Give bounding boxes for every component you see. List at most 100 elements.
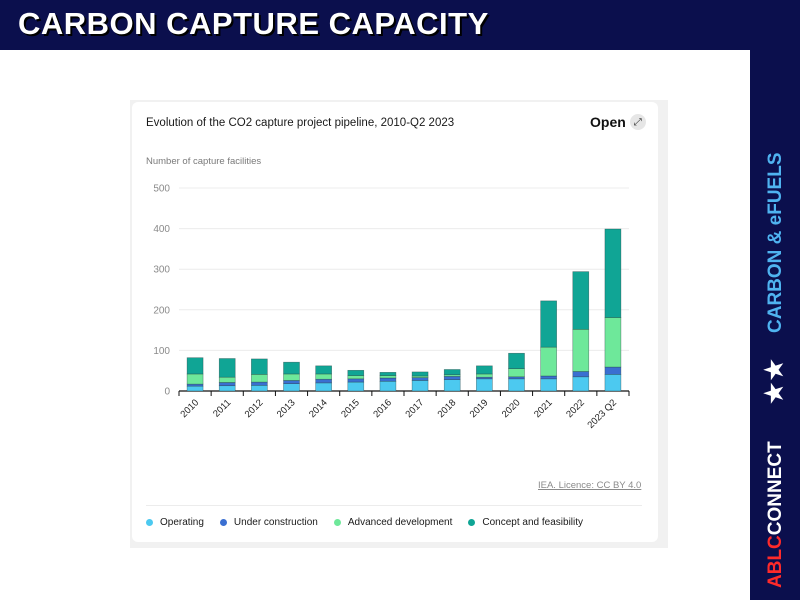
legend-item[interactable]: Concept and feasibility [468, 517, 583, 528]
chart-card: Evolution of the CO2 capture project pip… [132, 102, 658, 542]
legend-label: Concept and feasibility [482, 517, 584, 528]
bar-segment-under-construction [186, 383, 204, 387]
legend-dot-icon [146, 519, 153, 526]
x-tick-label: 2012 [243, 397, 266, 420]
bar-segment-operating [476, 378, 493, 392]
bar-segment-operating [315, 382, 332, 392]
bar-segment-concept-and-feasibility [379, 372, 397, 376]
y-tick-label: 300 [153, 265, 170, 276]
x-tick-label: 2011 [211, 397, 233, 419]
bar-segment-advanced-development [283, 373, 300, 381]
legend-divider [146, 505, 642, 506]
bar-segment-operating [186, 385, 204, 392]
bar-segment-concept-and-feasibility [604, 228, 622, 318]
bar-segment-concept-and-feasibility [283, 361, 300, 375]
legend-item[interactable]: Operating [146, 517, 204, 528]
bar-segment-under-construction [218, 382, 236, 387]
legend-item[interactable]: Advanced development [333, 517, 453, 528]
bar-segment-operating [218, 385, 236, 392]
bar-segment-advanced-development [218, 376, 236, 383]
bar-segment-under-construction [283, 380, 300, 384]
bar-segment-concept-and-feasibility [218, 358, 236, 378]
bar-segment-advanced-development [476, 373, 493, 378]
legend-dot-icon [333, 519, 341, 526]
chart-legend: Operating Under construction Advanced deve… [146, 517, 583, 528]
x-tick-label: 2022 [564, 397, 587, 420]
open-label: Open [590, 114, 626, 130]
y-tick-label: 100 [153, 346, 170, 357]
legend-dot-icon [219, 519, 227, 526]
bar-segment-concept-and-feasibility [186, 357, 204, 375]
bar-segment-operating [572, 376, 590, 392]
bar-segment-advanced-development [251, 374, 268, 383]
bar-segment-under-construction [604, 366, 622, 375]
legend-label: Operating [160, 517, 204, 528]
bar-segment-under-construction [347, 378, 365, 383]
bar-segment-advanced-development [379, 375, 397, 379]
bar-segment-concept-and-feasibility [411, 371, 429, 377]
x-tick-label: 2016 [371, 397, 394, 420]
bar-segment-under-construction [540, 375, 557, 380]
chart-title: Evolution of the CO2 capture project pip… [146, 117, 455, 129]
bar-segment-advanced-development [508, 368, 525, 378]
bar-segment-concept-and-feasibility [540, 300, 557, 348]
bar-segment-advanced-development [315, 373, 332, 380]
bar-segment-advanced-development [572, 328, 590, 372]
bar-segment-concept-and-feasibility [315, 365, 332, 375]
bar-segment-operating [604, 374, 622, 392]
bar-segment-concept-and-feasibility [251, 358, 268, 375]
bar-segment-advanced-development [347, 375, 365, 380]
y-tick-label: 0 [164, 387, 170, 398]
x-tick-label: 2013 [275, 397, 298, 420]
legend-label: Advanced development [347, 517, 453, 528]
legend-label: Under construction [233, 517, 318, 528]
bar-segment-operating [251, 385, 268, 392]
bar-segment-concept-and-feasibility [443, 369, 461, 376]
bar-segment-under-construction [379, 377, 397, 382]
y-axis-label: Number of capture facilities [146, 156, 262, 167]
brand-sidebar [750, 50, 800, 600]
bar-segment-concept-and-feasibility [508, 352, 525, 369]
bar-segment-operating [347, 381, 365, 392]
bar-segment-under-construction [411, 377, 429, 381]
bar-segment-under-construction [572, 371, 590, 378]
stacked-bar-chart: 0 100 200 300 400 500 2010 2011 2012 2013 2014 2015… [153, 184, 630, 431]
section-label: CARBON & eFUELS [765, 152, 786, 333]
x-tick-label: 2018 [436, 397, 459, 420]
bar-segment-concept-and-feasibility [347, 369, 365, 376]
bar-segment-concept-and-feasibility [572, 271, 590, 330]
brand-logo-white: CONNECT [765, 441, 786, 536]
x-tick-label: 2019 [468, 397, 491, 420]
y-tick-label: 500 [153, 184, 170, 195]
chart-card-frame: Evolution of the CO2 capture project pip… [130, 100, 668, 548]
x-tick-label: 2020 [500, 397, 523, 420]
legend-dot-icon [468, 519, 476, 526]
brand-logo-red: ABLC [765, 535, 786, 588]
brand-logo: ABLCCONNECT [765, 441, 787, 588]
open-button[interactable]: Open ⤢ [590, 114, 646, 130]
bar-segment-operating [508, 378, 525, 392]
x-tick-label: 2021 [532, 397, 555, 420]
bar-segment-advanced-development [604, 317, 622, 368]
bar-segment-operating [283, 383, 300, 392]
bar-segment-operating [443, 379, 461, 392]
bar-segment-advanced-development [186, 373, 204, 385]
page-title: CARBON CAPTURE CAPACITY [18, 6, 489, 41]
expand-icon[interactable]: ⤢ [629, 114, 646, 130]
bar-segment-under-construction [315, 378, 332, 384]
header-bar: CARBON CAPTURE CAPACITY [0, 0, 800, 50]
source-link[interactable]: IEA. Licence: CC BY 4.0 [538, 480, 642, 491]
bar-segment-under-construction [443, 376, 461, 380]
bar-segment-operating [379, 380, 397, 392]
x-tick-label: 2010 [178, 397, 201, 420]
x-tick-label: 2015 [339, 397, 362, 420]
y-tick-label: 200 [153, 305, 170, 316]
stars-icon: ★★ [761, 356, 788, 404]
bar-segment-concept-and-feasibility [476, 365, 493, 375]
x-tick-label: 2014 [307, 397, 330, 420]
x-tick-label: 2023 Q2 [585, 397, 619, 431]
legend-item[interactable]: Under construction [219, 517, 318, 528]
bar-segment-under-construction [251, 381, 268, 386]
bar-segment-operating [411, 380, 429, 392]
x-tick-label: 2017 [403, 397, 426, 420]
